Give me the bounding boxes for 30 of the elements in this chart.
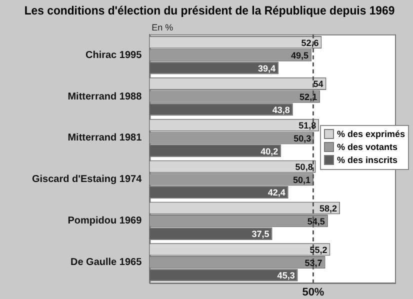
data-label: 49,5 bbox=[291, 50, 309, 61]
data-label: 42,4 bbox=[268, 188, 286, 198]
legend-label: % des votants bbox=[336, 141, 399, 154]
y-tick-label: Mitterrand 1988 bbox=[68, 91, 142, 102]
data-label: 50,8 bbox=[295, 162, 313, 172]
y-tick-label: Pompidou 1969 bbox=[68, 216, 142, 227]
data-label: 50,1 bbox=[293, 174, 311, 185]
text: En % bbox=[152, 22, 174, 32]
data-label: 37,5 bbox=[252, 229, 270, 240]
data-label: 53,7 bbox=[304, 258, 322, 268]
data-label: 54,5 bbox=[307, 216, 325, 226]
y-tick-label: Giscard d'Estaing 1974 bbox=[32, 174, 142, 186]
legend-label: % des exprimés bbox=[336, 128, 406, 141]
ref-line-label: 50% bbox=[302, 286, 324, 299]
data-label: 40,2 bbox=[260, 146, 278, 156]
y-tick-label: Chirac 1995 bbox=[85, 50, 142, 61]
data-label: 52,6 bbox=[301, 38, 319, 48]
data-label: 45,3 bbox=[277, 270, 295, 281]
data-label: 51,8 bbox=[298, 120, 316, 131]
chart-title: Les conditions d'élection du président de la République depuis 1969 bbox=[24, 4, 396, 18]
data-label: 43,8 bbox=[272, 104, 290, 115]
y-tick-label: De Gaulle 1965 bbox=[70, 257, 142, 268]
data-label: 52,1 bbox=[300, 92, 318, 102]
data-label: 58,2 bbox=[320, 203, 338, 214]
data-label: 50,3 bbox=[294, 133, 312, 144]
legend-label: % des inscrits bbox=[336, 154, 399, 167]
y-tick-label: Mitterrand 1981 bbox=[68, 132, 142, 144]
data-label: 39,4 bbox=[258, 63, 276, 74]
data-label: 55,2 bbox=[310, 244, 328, 255]
data-label: 54 bbox=[313, 79, 324, 90]
